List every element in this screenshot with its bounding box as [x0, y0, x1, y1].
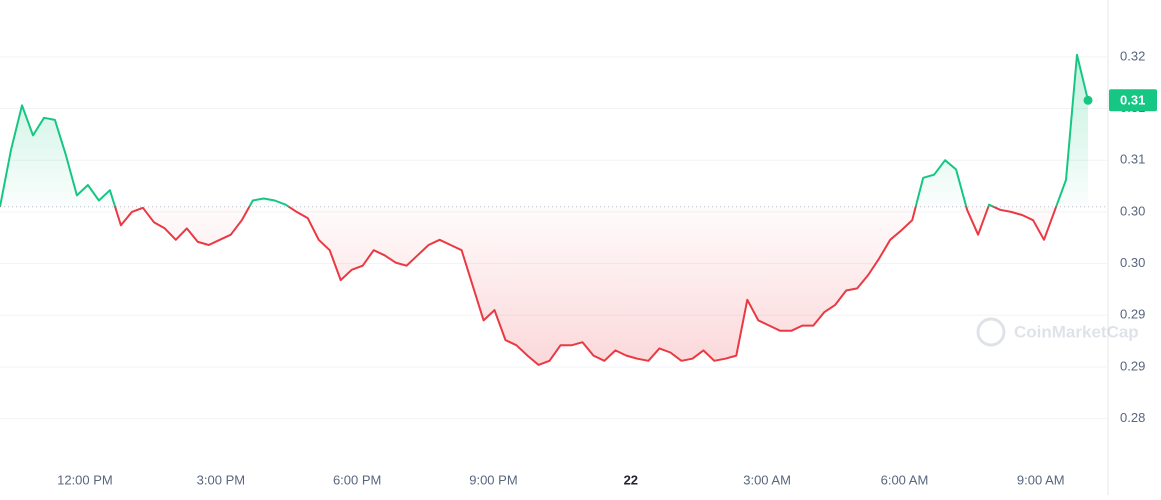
x-tick-label: 6:00 PM: [333, 472, 381, 487]
y-tick-label: 0.29: [1120, 307, 1145, 322]
current-price-label: 0.31: [1120, 93, 1145, 108]
current-price-box: [1109, 89, 1157, 112]
x-tick-label: 9:00 PM: [469, 472, 517, 487]
y-tick-label: 0.32: [1120, 48, 1145, 63]
y-tick-label: 0.30: [1120, 203, 1145, 218]
price-area: [0, 54, 1088, 365]
y-tick-label: 0.30: [1120, 255, 1145, 270]
x-tick-label: 22: [624, 472, 638, 487]
x-tick-label: 9:00 AM: [1017, 472, 1065, 487]
y-tick-label: 0.29: [1120, 358, 1145, 373]
y-tick-label: 0.28: [1120, 410, 1145, 425]
watermark-logo: [976, 317, 1006, 347]
watermark-text: CoinMarketCap: [1014, 322, 1139, 341]
last-point: [1083, 95, 1093, 105]
x-tick-label: 12:00 PM: [57, 472, 113, 487]
watermark: CoinMarketCap: [976, 317, 1139, 347]
price-line: [0, 53, 1089, 366]
x-tick-label: 6:00 AM: [881, 472, 929, 487]
y-tick-label: 0.31: [1120, 152, 1145, 167]
x-tick-label: 3:00 PM: [197, 472, 245, 487]
x-tick-label: 3:00 AM: [743, 472, 791, 487]
